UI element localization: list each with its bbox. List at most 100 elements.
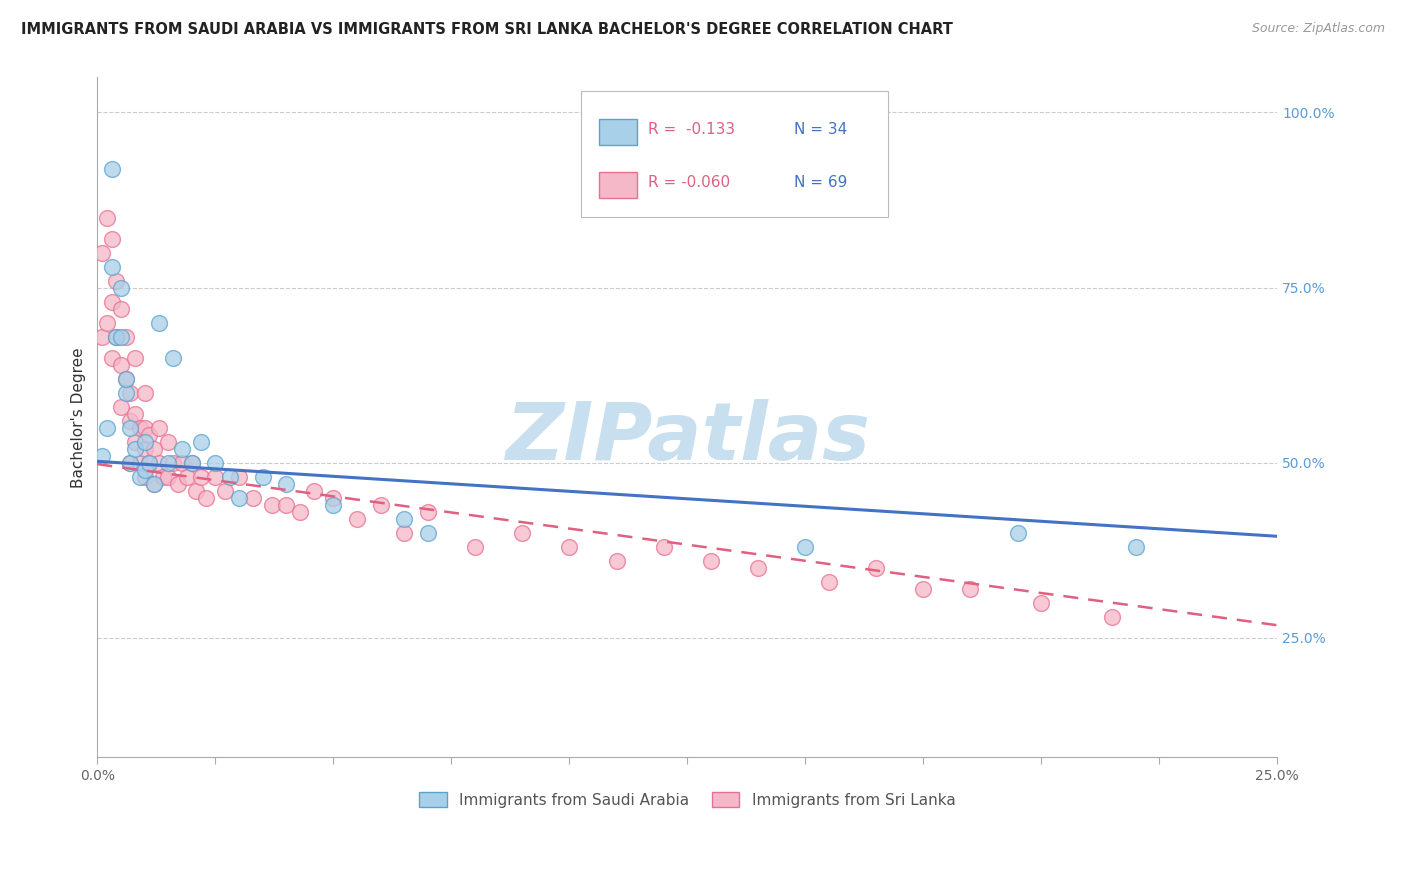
- Point: [134, 385, 156, 400]
- Point: [194, 491, 217, 505]
- Point: [110, 280, 132, 294]
- Point: [91, 449, 114, 463]
- Point: [700, 554, 723, 568]
- Point: [865, 561, 887, 575]
- Point: [180, 456, 202, 470]
- Point: [959, 582, 981, 596]
- Point: [1031, 596, 1053, 610]
- Point: [605, 554, 627, 568]
- Point: [204, 469, 226, 483]
- Point: [110, 301, 132, 316]
- Point: [96, 316, 118, 330]
- Point: [105, 329, 128, 343]
- Point: [138, 427, 160, 442]
- Point: [260, 498, 283, 512]
- Point: [416, 505, 439, 519]
- Legend: Immigrants from Saudi Arabia, Immigrants from Sri Lanka: Immigrants from Saudi Arabia, Immigrants…: [413, 786, 962, 814]
- Point: [322, 498, 344, 512]
- Point: [276, 498, 298, 512]
- Point: [152, 469, 174, 483]
- FancyBboxPatch shape: [581, 91, 889, 217]
- Point: [120, 385, 142, 400]
- Point: [392, 512, 415, 526]
- Point: [128, 469, 150, 483]
- Point: [416, 525, 439, 540]
- Point: [157, 469, 180, 483]
- Point: [172, 442, 194, 456]
- Point: [148, 456, 170, 470]
- Point: [134, 463, 156, 477]
- Point: [214, 483, 236, 498]
- Point: [190, 469, 212, 483]
- Point: [100, 260, 122, 274]
- Point: [304, 483, 326, 498]
- Point: [276, 476, 298, 491]
- Point: [180, 456, 202, 470]
- Point: [110, 400, 132, 414]
- Point: [120, 420, 142, 434]
- Point: [148, 316, 170, 330]
- Point: [218, 469, 240, 483]
- Point: [252, 469, 274, 483]
- Point: [322, 491, 344, 505]
- Bar: [599, 119, 637, 145]
- Point: [114, 329, 136, 343]
- Point: [138, 456, 160, 470]
- Bar: [599, 172, 637, 198]
- Point: [138, 456, 160, 470]
- Point: [96, 211, 118, 225]
- Point: [392, 525, 415, 540]
- Point: [128, 420, 150, 434]
- Point: [114, 372, 136, 386]
- Point: [162, 456, 184, 470]
- Point: [162, 351, 184, 365]
- Point: [100, 294, 122, 309]
- Point: [148, 420, 170, 434]
- Point: [912, 582, 935, 596]
- Point: [114, 372, 136, 386]
- Point: [96, 420, 118, 434]
- Point: [124, 351, 146, 365]
- Point: [91, 245, 114, 260]
- Point: [172, 456, 194, 470]
- Point: [1007, 525, 1029, 540]
- Point: [124, 434, 146, 449]
- Point: [134, 434, 156, 449]
- Point: [186, 483, 208, 498]
- Point: [143, 442, 166, 456]
- Point: [105, 329, 128, 343]
- Text: R = -0.060: R = -0.060: [648, 175, 731, 190]
- Point: [204, 456, 226, 470]
- Point: [157, 434, 180, 449]
- Point: [114, 385, 136, 400]
- Point: [176, 469, 198, 483]
- Point: [91, 329, 114, 343]
- Point: [510, 525, 533, 540]
- Point: [652, 540, 675, 554]
- Point: [794, 540, 817, 554]
- Point: [120, 456, 142, 470]
- Y-axis label: Bachelor's Degree: Bachelor's Degree: [72, 347, 86, 488]
- Point: [134, 469, 156, 483]
- Point: [100, 231, 122, 245]
- Point: [124, 407, 146, 421]
- Point: [190, 434, 212, 449]
- Point: [747, 561, 769, 575]
- Text: N = 69: N = 69: [793, 175, 846, 190]
- Text: N = 34: N = 34: [793, 122, 846, 137]
- Point: [464, 540, 486, 554]
- Point: [166, 476, 188, 491]
- Text: R =  -0.133: R = -0.133: [648, 122, 735, 137]
- Point: [346, 512, 368, 526]
- Point: [242, 491, 264, 505]
- Text: IMMIGRANTS FROM SAUDI ARABIA VS IMMIGRANTS FROM SRI LANKA BACHELOR'S DEGREE CORR: IMMIGRANTS FROM SAUDI ARABIA VS IMMIGRAN…: [21, 22, 953, 37]
- Point: [120, 414, 142, 428]
- Point: [134, 442, 156, 456]
- Point: [157, 456, 180, 470]
- Point: [558, 540, 581, 554]
- Point: [290, 505, 312, 519]
- Point: [128, 456, 150, 470]
- Point: [143, 476, 166, 491]
- Point: [818, 574, 841, 589]
- Point: [134, 420, 156, 434]
